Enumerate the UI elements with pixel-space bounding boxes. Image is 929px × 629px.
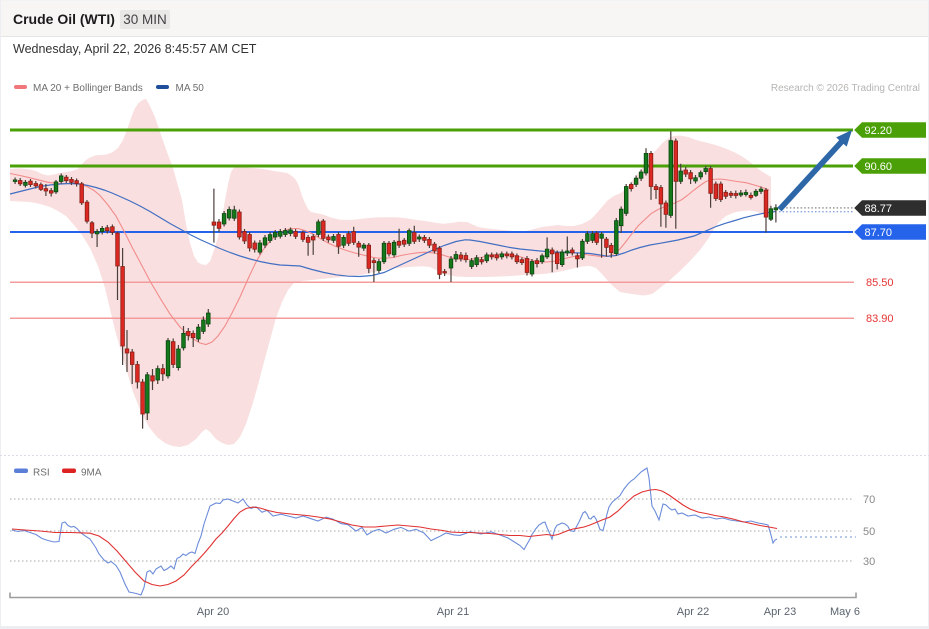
svg-text:92.20: 92.20 xyxy=(865,125,893,137)
svg-text:88.77: 88.77 xyxy=(865,203,893,215)
svg-text:May 6: May 6 xyxy=(830,606,860,618)
svg-text:Apr 23: Apr 23 xyxy=(764,606,796,618)
svg-text:83.90: 83.90 xyxy=(866,313,894,325)
svg-text:30: 30 xyxy=(863,556,875,568)
svg-text:Apr 22: Apr 22 xyxy=(677,606,709,618)
svg-text:85.50: 85.50 xyxy=(866,277,894,289)
svg-text:87.70: 87.70 xyxy=(865,227,893,239)
svg-text:Apr 20: Apr 20 xyxy=(197,606,229,618)
svg-text:50: 50 xyxy=(863,526,875,538)
svg-text:RSI: RSI xyxy=(33,468,50,479)
svg-text:90.60: 90.60 xyxy=(865,161,893,173)
svg-text:9MA: 9MA xyxy=(81,468,102,479)
svg-text:70: 70 xyxy=(863,494,875,506)
svg-text:Apr 21: Apr 21 xyxy=(437,606,469,618)
